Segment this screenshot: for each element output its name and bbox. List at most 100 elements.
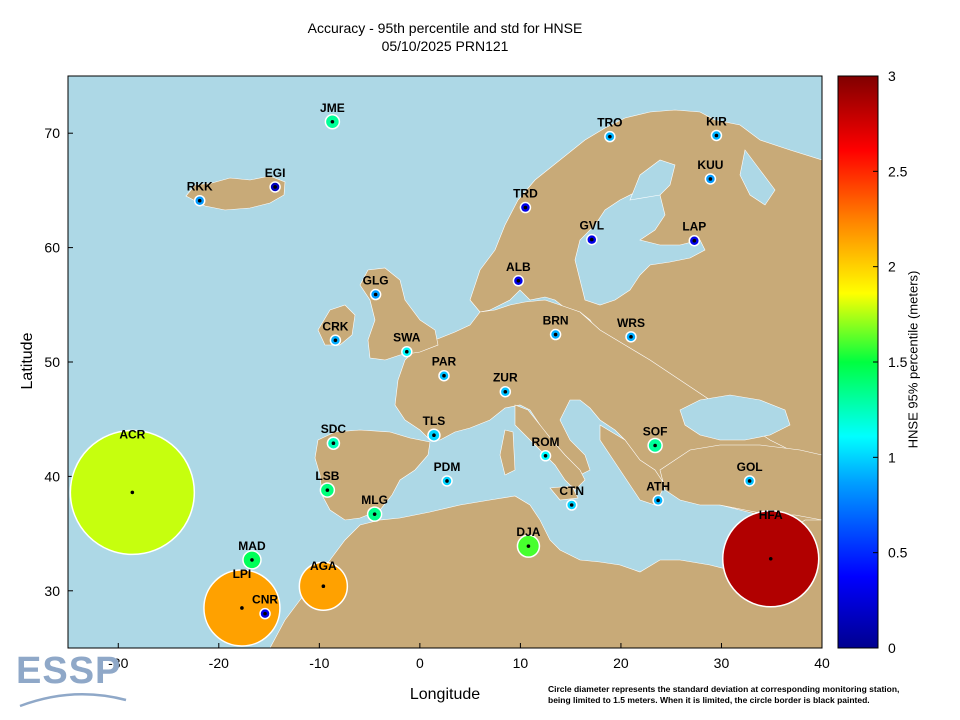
station-label: PDM — [434, 460, 461, 474]
station-dot — [747, 479, 752, 483]
station-label: MLG — [361, 493, 388, 507]
y-tick-label: 70 — [44, 125, 60, 141]
station-label: AGA — [310, 559, 337, 573]
station-dot — [569, 503, 574, 507]
station-label: ROM — [532, 435, 560, 449]
chart-title: Accuracy - 95th percentile and std for H… — [307, 20, 583, 36]
x-tick-label: -30 — [108, 655, 128, 671]
station-dot — [516, 278, 521, 283]
y-tick-label: 30 — [44, 583, 60, 599]
station-dot — [692, 238, 697, 243]
colorbar-ticks: 0 0.5 1 1.5 2 2.5 3 — [873, 68, 908, 656]
station-dot — [553, 332, 558, 337]
colorbar-tick-label: 1 — [888, 449, 896, 465]
station-dot — [629, 335, 633, 339]
station-dot — [330, 119, 335, 124]
station-dot — [526, 544, 531, 548]
station-label: TRD — [513, 187, 538, 201]
x-tick-label: 30 — [714, 655, 730, 671]
y-tick-label: 40 — [44, 468, 60, 484]
station-label: ATH — [646, 479, 670, 493]
station-dot — [589, 237, 594, 242]
y-tick-label: 50 — [44, 354, 60, 370]
station-dot — [442, 373, 446, 378]
station-label: LPI — [233, 567, 252, 581]
station-label: GLG — [363, 274, 389, 288]
station-label: SWA — [393, 331, 421, 345]
station-label: PAR — [432, 355, 457, 369]
station-label: GVL — [579, 219, 604, 233]
colorbar-tick-label: 1.5 — [888, 354, 908, 370]
essp-logo: ESSP — [16, 650, 122, 692]
land-turkey — [659, 444, 822, 521]
station-label: RKK — [187, 180, 213, 194]
station-label: GOL — [737, 460, 763, 474]
station-dot — [708, 177, 713, 181]
station-dot — [240, 606, 244, 610]
station-dot — [373, 292, 378, 297]
land-italy — [514, 404, 586, 491]
x-axis-ticks: -30 -20 -10 0 10 20 30 40 — [108, 643, 830, 671]
station-dot — [321, 584, 326, 589]
station-label: DJA — [516, 525, 540, 539]
land-ireland — [317, 304, 356, 346]
station-dot — [653, 443, 657, 448]
land-sardinia — [499, 429, 516, 476]
station-label: ACR — [119, 427, 145, 441]
station-dot — [372, 512, 377, 516]
sea-bothnia — [629, 159, 676, 201]
station-label: EGI — [265, 166, 286, 180]
x-tick-label: -20 — [209, 655, 229, 671]
footnote-line-1: Circle diameter represents the standard … — [548, 684, 900, 694]
station-labels: JME TRO KIR EGI RKK KUU TRD GVL LAP ALB GLG CRK BRN W… — [119, 101, 783, 607]
sea-white — [739, 149, 776, 206]
station-dot — [543, 454, 548, 458]
station-dot — [503, 389, 508, 394]
footnote-line-2: being limited to 1.5 meters. When it is … — [548, 695, 870, 705]
logo-swoosh-icon — [19, 693, 127, 708]
station-label: KUU — [697, 158, 723, 172]
sea-black — [679, 394, 791, 441]
station-label: TLS — [423, 414, 446, 428]
colorbar-tick-label: 2 — [888, 259, 896, 275]
station-label: ALB — [506, 260, 531, 274]
station-label: TRO — [597, 116, 622, 130]
station-label: SDC — [321, 422, 347, 436]
station-label: CRK — [322, 319, 348, 333]
x-tick-label: 40 — [814, 655, 830, 671]
colorbar-tick-label: 2.5 — [888, 163, 908, 179]
station-label: CNR — [252, 593, 278, 607]
colorbar-tick-label: 0.5 — [888, 545, 908, 561]
land-greece — [599, 424, 666, 506]
station-dot — [263, 611, 267, 616]
station-label: KIR — [706, 114, 727, 128]
station-dot — [331, 441, 336, 446]
station-dot — [197, 198, 202, 203]
station-label: CTN — [559, 484, 584, 498]
footnote: Circle diameter represents the standard … — [548, 684, 899, 706]
y-axis-label: Latitude — [19, 332, 36, 390]
station-dot — [325, 488, 330, 492]
x-tick-label: 0 — [416, 655, 424, 671]
station-dot — [523, 205, 528, 210]
station-dot — [656, 498, 660, 503]
station-label: JME — [320, 101, 345, 115]
x-tick-label: 10 — [513, 655, 529, 671]
station-label: BRN — [543, 314, 569, 328]
station-label: ZUR — [493, 371, 518, 385]
station-label: SOF — [643, 425, 668, 439]
station-label: MAD — [238, 539, 266, 553]
chart-subtitle: 05/10/2025 PRN121 — [381, 38, 509, 54]
station-label: LSB — [315, 469, 339, 483]
station-markers — [69, 114, 820, 647]
colorbar-tick-label: 0 — [888, 640, 896, 656]
sea-baltic — [574, 189, 706, 306]
station-dot — [250, 558, 254, 562]
station-dot — [445, 479, 449, 483]
station-dot — [404, 349, 409, 354]
station-label: LAP — [682, 220, 706, 234]
station-label: WRS — [617, 316, 645, 330]
x-axis-label: Longitude — [409, 686, 481, 703]
colorbar-label: HNSE 95% percentile (meters) — [905, 270, 921, 449]
